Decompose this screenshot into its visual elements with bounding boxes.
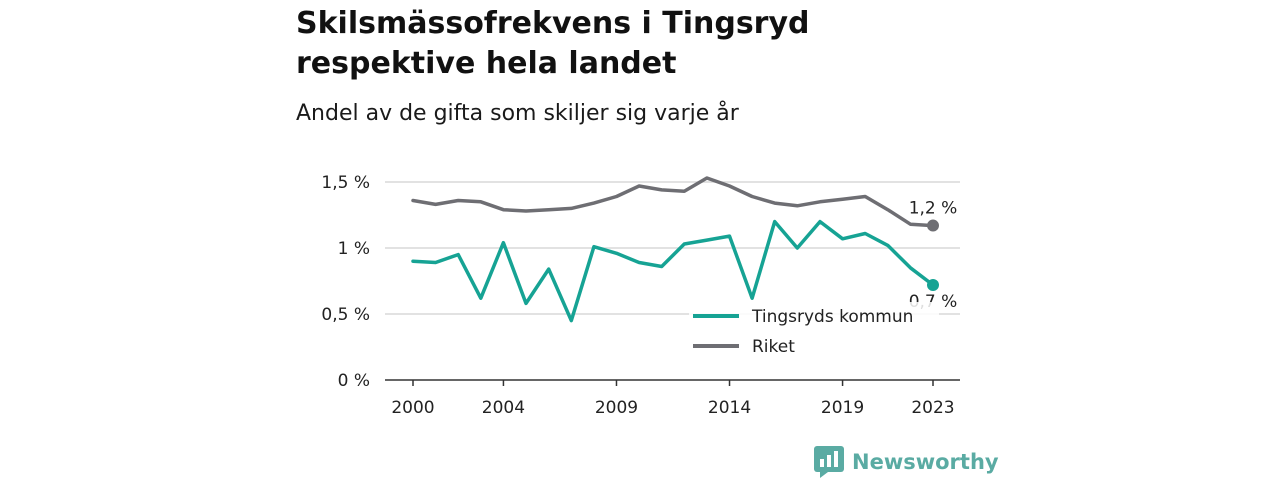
x-tick-label: 2014: [708, 398, 751, 418]
x-tick-label: 2000: [391, 398, 434, 418]
x-tick-label: 2023: [911, 398, 954, 418]
newsworthy-logo: Newsworthy: [814, 446, 999, 478]
end-marker-tingsryds-kommun: [927, 278, 939, 291]
y-tick-label: 1,5 %: [321, 173, 370, 193]
end-marker-riket: [927, 219, 939, 232]
y-tick-label: 0,5 %: [321, 305, 370, 325]
chart-title: Skilsmässofrekvens i Tingsryd respektive…: [296, 4, 996, 84]
x-tick-label: 2004: [482, 398, 525, 418]
end-label-riket: 1,2 %: [909, 199, 958, 219]
series-line-riket: [411, 176, 935, 228]
y-tick-label: 0 %: [338, 371, 370, 391]
y-tick-label: 1 %: [338, 239, 370, 259]
newsworthy-logo-text: Newsworthy: [852, 450, 999, 474]
x-tick-label: 2009: [595, 398, 638, 418]
chart-subtitle: Andel av de gifta som skiljer sig varje …: [296, 101, 739, 126]
newsworthy-logo-icon: [814, 446, 844, 478]
legend-label-riket: Riket: [752, 337, 795, 357]
legend-label-tingsryds-kommun: Tingsryds kommun: [751, 307, 913, 327]
series-line-tingsryds-kommun: [411, 219, 935, 323]
chart-title-line-1: Skilsmässofrekvens i Tingsryd: [296, 6, 810, 41]
chart-title-line-2: respektive hela landet: [296, 46, 677, 81]
x-tick-label: 2019: [821, 398, 864, 418]
